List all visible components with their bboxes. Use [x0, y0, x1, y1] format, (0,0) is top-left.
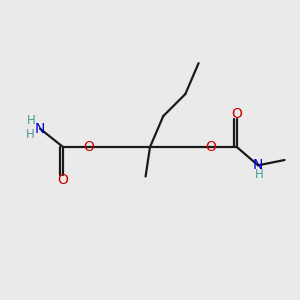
- Text: H: H: [26, 114, 35, 127]
- Text: N: N: [35, 122, 45, 136]
- Text: O: O: [206, 140, 216, 154]
- Text: H: H: [26, 128, 34, 141]
- Text: O: O: [84, 140, 94, 154]
- Text: N: N: [253, 158, 263, 172]
- Text: H: H: [255, 168, 264, 181]
- Text: O: O: [58, 173, 69, 187]
- Text: O: O: [231, 107, 242, 121]
